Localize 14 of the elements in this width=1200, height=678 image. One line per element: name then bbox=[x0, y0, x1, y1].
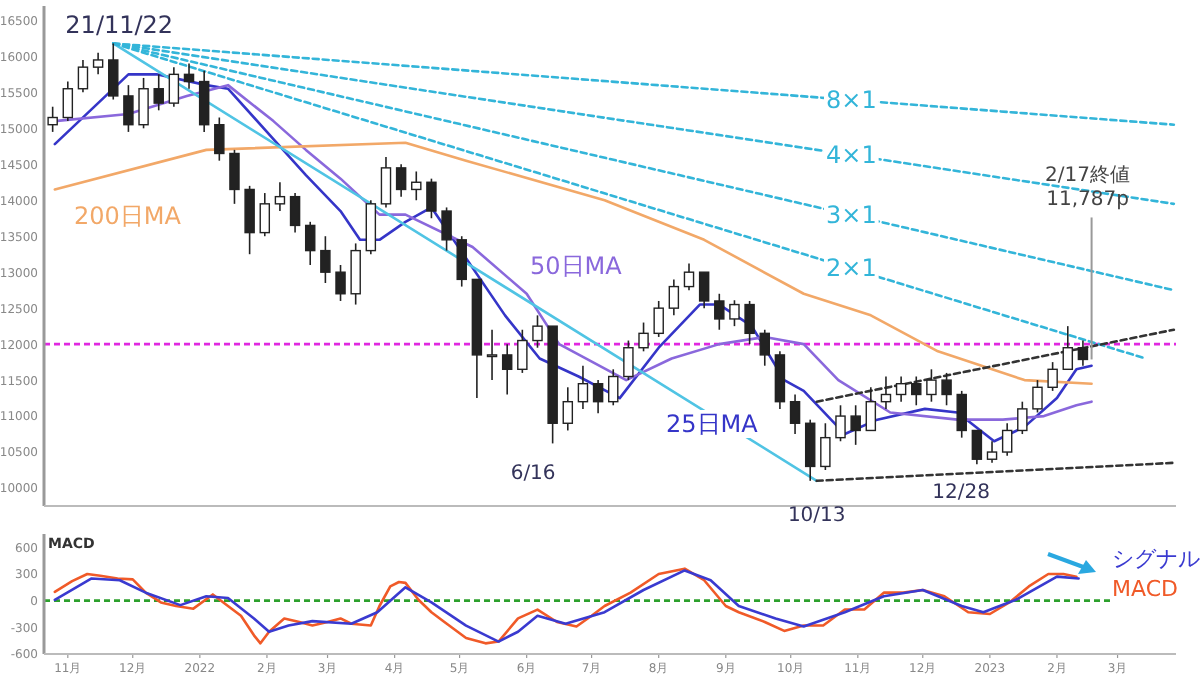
series-label: シグナル bbox=[1112, 546, 1200, 572]
annotation: 21/11/22 bbox=[65, 11, 174, 40]
series-label: 25日MA bbox=[666, 410, 760, 438]
series-label: 3×1 bbox=[826, 200, 877, 229]
series-label: 2×1 bbox=[826, 254, 877, 283]
series-label: 8×1 bbox=[826, 85, 877, 114]
annotation: 2/17終値 11,787p bbox=[1045, 163, 1131, 212]
series-label: 200日MA bbox=[74, 202, 183, 230]
annotation: 12/28 bbox=[932, 482, 991, 505]
series-label: 50日MA bbox=[530, 252, 624, 280]
annotation: 6/16 bbox=[510, 463, 556, 486]
series-label: 4×1 bbox=[826, 140, 877, 169]
series-label: MACD bbox=[1112, 576, 1178, 602]
annotation: 10/13 bbox=[787, 504, 846, 527]
